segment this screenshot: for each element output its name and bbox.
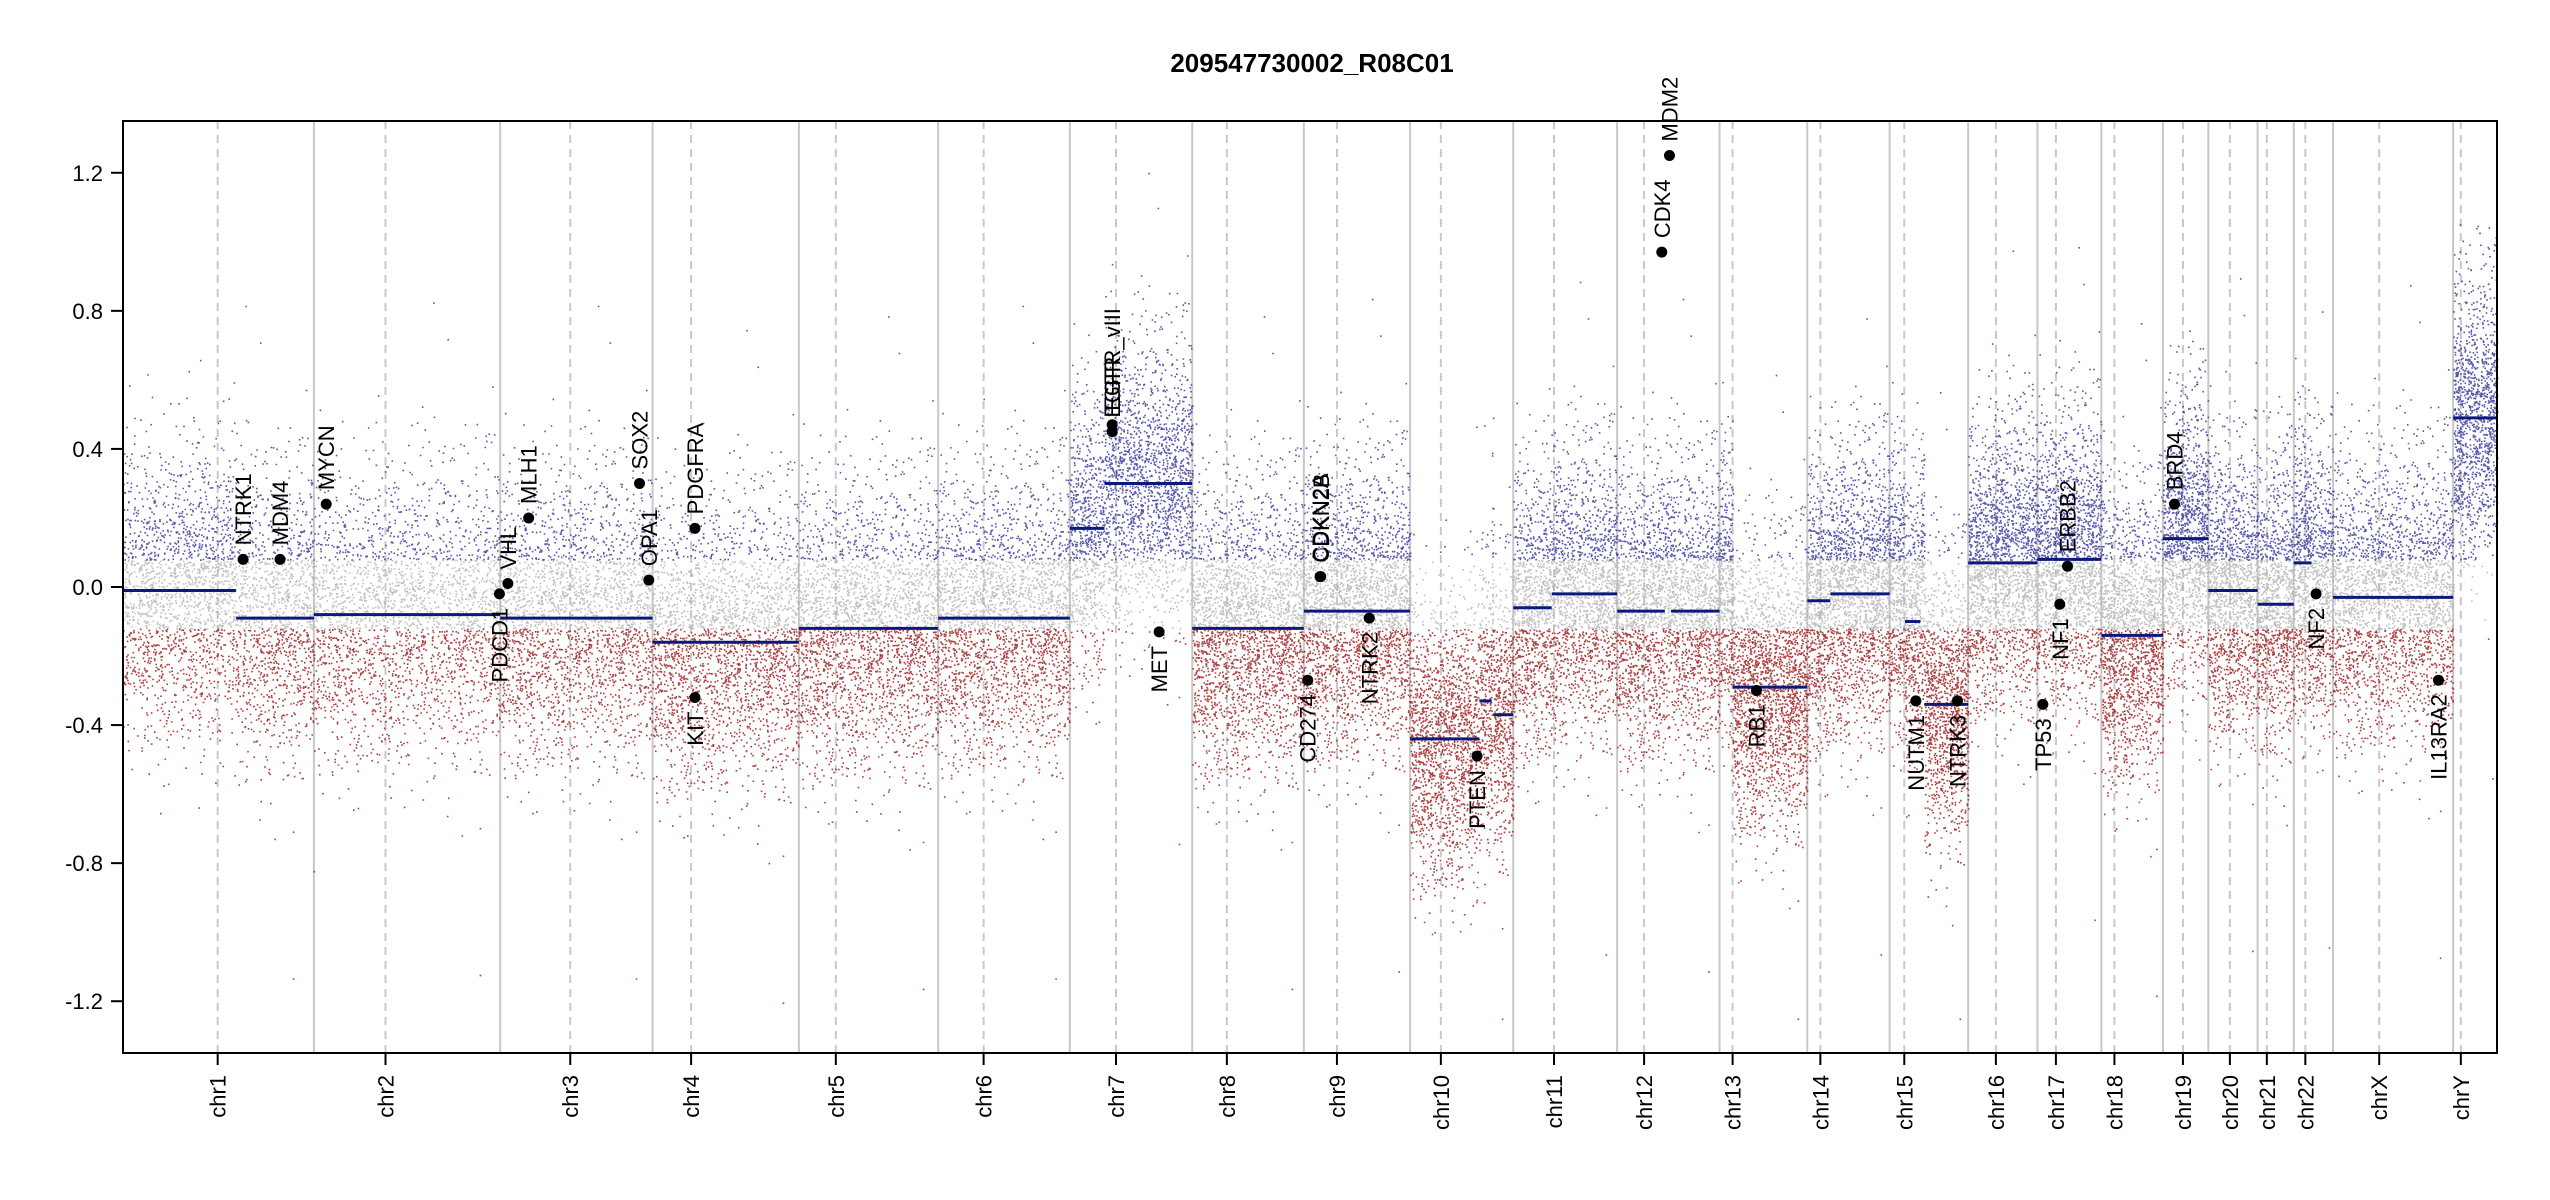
gene-label: NTRK2 <box>1357 632 1382 704</box>
x-tick-label: chr6 <box>972 1075 997 1118</box>
gene-point <box>237 553 249 565</box>
gene-point <box>2061 560 2073 572</box>
gene-label: VHL <box>496 527 521 570</box>
y-axis: 1.2 0.8 0.4 0.0 -0.4 -0.8 -1.2 <box>65 161 123 1014</box>
x-tick-label: chr7 <box>1104 1075 1129 1118</box>
gene-point <box>2037 698 2049 710</box>
gene-point <box>689 522 701 534</box>
gene-label: EGFR_vIII <box>1100 308 1125 411</box>
gene-point <box>2054 598 2066 610</box>
gene-point <box>502 578 514 590</box>
x-axis: chr1 chr2 chr3 chr4 chr5 chr6 chr7 chr8 chr9 chr1… <box>123 1052 2497 1130</box>
y-tick-label: -1.2 <box>65 989 103 1014</box>
gene-point <box>2432 674 2444 686</box>
y-tick-label: 1.2 <box>72 161 103 186</box>
gene-label: CD274 <box>1296 694 1321 762</box>
x-tick-label: chr16 <box>1984 1075 2009 1130</box>
chromosome-boundaries <box>312 121 2455 1053</box>
probe-points-loss <box>123 628 2494 1021</box>
y-tick-label: 0.0 <box>72 575 103 600</box>
gene-label: MDM4 <box>268 481 293 546</box>
y-tick-label: -0.8 <box>65 851 103 876</box>
x-tick-label: chrY <box>2449 1075 2474 1121</box>
x-tick-label: chr18 <box>2102 1075 2127 1130</box>
gene-point <box>1951 695 1963 707</box>
gene-point <box>689 691 701 703</box>
gene-point <box>1153 626 1165 638</box>
gene-label: EGFR <box>1100 357 1125 418</box>
gene-point <box>1750 685 1762 697</box>
gene-label: MYCN <box>314 425 339 490</box>
gene-label: NTRK3 <box>1945 715 1970 787</box>
x-tick-label: chr4 <box>679 1075 704 1118</box>
x-tick-label: chr11 <box>1542 1075 1567 1128</box>
gene-label: TP53 <box>2031 718 2056 771</box>
x-tick-label: chr20 <box>2218 1075 2243 1130</box>
x-tick-label: chr10 <box>1429 1075 1454 1130</box>
probe-points <box>123 172 2499 1021</box>
gene-label: KIT <box>683 711 708 745</box>
x-tick-label: chr3 <box>558 1075 583 1118</box>
gene-label: ERBB2 <box>2055 480 2080 552</box>
x-tick-label: chr9 <box>1325 1075 1350 1118</box>
gene-label: IL13RA2 <box>2426 694 2451 780</box>
gene-label: CDK4 <box>1650 179 1675 238</box>
gene-label: CDKN2A <box>1308 473 1333 563</box>
gene-point <box>643 574 655 586</box>
gene-label: PTEN <box>1465 770 1490 829</box>
gene-point <box>1656 246 1668 258</box>
chart-title: 209547730002_R08C01 <box>1170 48 1453 78</box>
x-tick-label: chr8 <box>1215 1075 1240 1118</box>
gene-markers: NTRK1 MDM4 MYCN PDCD1 VHL MLH1 SOX2 OPA1 PDGFRA K… <box>231 77 2451 829</box>
gene-label: NF1 <box>2048 618 2073 660</box>
x-tick-label: chr13 <box>1721 1075 1746 1130</box>
gene-point <box>274 553 286 565</box>
gene-point <box>1315 571 1327 583</box>
gene-label: MET <box>1147 646 1172 692</box>
y-tick-label: -0.4 <box>65 713 103 738</box>
gene-label: NUTM1 <box>1904 715 1929 791</box>
x-tick-label: chr17 <box>2044 1075 2069 1130</box>
x-tick-label: chr12 <box>1632 1075 1657 1130</box>
x-tick-label: chr5 <box>824 1075 849 1118</box>
gene-label: PDCD1 <box>487 608 512 683</box>
y-tick-label: 0.4 <box>72 437 103 462</box>
gene-label: BRD4 <box>2162 431 2187 490</box>
x-tick-label: chr2 <box>373 1075 398 1118</box>
gene-label: NTRK1 <box>231 473 256 545</box>
gene-point <box>2168 498 2180 510</box>
gene-point <box>1910 695 1922 707</box>
gene-label: OPA1 <box>637 509 662 566</box>
x-tick-label: chr15 <box>1892 1075 1917 1130</box>
gene-point <box>1363 612 1375 624</box>
gene-label: RB1 <box>1744 705 1769 748</box>
gene-label: MDM2 <box>1657 77 1682 142</box>
gene-label: CDKN2B <box>1309 473 1334 562</box>
x-tick-label: chr19 <box>2171 1075 2196 1130</box>
gene-point <box>634 477 646 489</box>
x-tick-label: chr14 <box>1808 1075 1833 1130</box>
gene-point <box>523 512 535 524</box>
gene-label: SOX2 <box>628 411 653 470</box>
gene-label: NF2 <box>2304 608 2329 650</box>
gene-point <box>1106 426 1118 438</box>
x-tick-label: chrX <box>2367 1075 2392 1121</box>
gene-point <box>320 498 332 510</box>
gene-point <box>1302 674 1314 686</box>
gene-point <box>493 588 505 600</box>
plot-frame <box>122 120 2498 1054</box>
x-tick-label: chr1 <box>206 1075 231 1118</box>
probe-points-neutral <box>123 559 2493 630</box>
x-tick-label: chr22 <box>2293 1075 2318 1130</box>
probe-points-gain <box>123 172 2499 562</box>
y-tick-label: 0.8 <box>72 299 103 324</box>
gene-point <box>2310 588 2322 600</box>
gene-point <box>1663 150 1675 162</box>
gene-label: PDGFRA <box>683 422 708 514</box>
gene-point <box>1471 750 1483 762</box>
gene-label: MLH1 <box>517 445 542 504</box>
centromere-lines <box>216 121 2462 1053</box>
x-tick-label: chr21 <box>2255 1075 2280 1130</box>
